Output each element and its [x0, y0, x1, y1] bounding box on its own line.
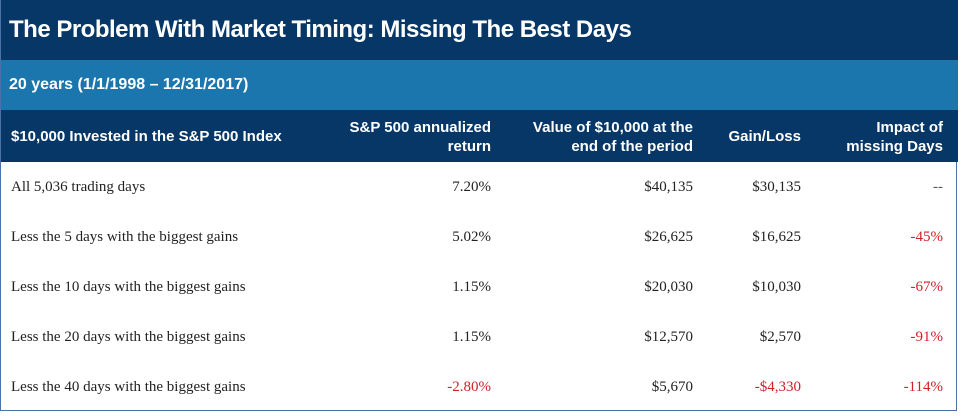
annualized-return: 1.15%: [452, 329, 491, 345]
row-label: Less the 5 days with the biggest gains: [11, 229, 239, 245]
annualized-return: 1.15%: [452, 279, 491, 295]
end-value: $20,030: [644, 279, 693, 295]
annualized-return: 7.20%: [452, 179, 491, 195]
gain-loss: $16,625: [752, 229, 801, 245]
table-title: The Problem With Market Timing: Missing …: [1, 0, 958, 60]
header-investment: $10,000 Invested in the S&P 500 Index: [11, 128, 282, 145]
impact: -67%: [910, 279, 944, 295]
annualized-return: 5.02%: [452, 229, 491, 245]
header-impact: Impact of missing Days: [846, 119, 943, 155]
table-row: All 5,036 trading days 7.20% $40,135 $30,13…: [1, 162, 958, 212]
row-label: All 5,036 trading days: [11, 179, 146, 195]
header-annualized-return: S&P 500 annualized return: [349, 119, 491, 155]
impact: -114%: [903, 379, 943, 395]
table-row: Less the 5 days with the biggest gains 5.…: [1, 212, 958, 262]
gain-loss: $2,570: [759, 329, 801, 345]
impact: -45%: [910, 229, 944, 245]
table-row: Less the 10 days with the biggest gains 1…: [1, 262, 958, 312]
end-value: $5,670: [651, 379, 693, 395]
annualized-return: -2.80%: [447, 379, 491, 395]
end-value: $12,570: [644, 329, 693, 345]
row-label: Less the 20 days with the biggest gains: [11, 329, 246, 345]
end-value: $26,625: [644, 229, 693, 245]
row-label: Less the 10 days with the biggest gains: [11, 279, 246, 295]
header-value: Value of $10,000 at the end of the perio…: [532, 119, 693, 155]
table-row: Less the 40 days with the biggest gains -…: [1, 362, 958, 412]
header-row: $10,000 Invested in the S&P 500 Index S&…: [1, 110, 958, 162]
impact: --: [933, 179, 943, 195]
header-gain-loss: Gain/Loss: [728, 128, 801, 145]
row-label: Less the 40 days with the biggest gains: [11, 379, 246, 395]
period-subtitle: 20 years (1/1/1998 – 12/31/2017): [1, 60, 958, 110]
gain-loss: $30,135: [752, 179, 801, 195]
end-value: $40,135: [644, 179, 693, 195]
table-row: Less the 20 days with the biggest gains 1…: [1, 312, 958, 362]
impact: -91%: [910, 329, 944, 345]
gain-loss: $10,030: [752, 279, 801, 295]
gain-loss: -$4,330: [754, 379, 801, 395]
